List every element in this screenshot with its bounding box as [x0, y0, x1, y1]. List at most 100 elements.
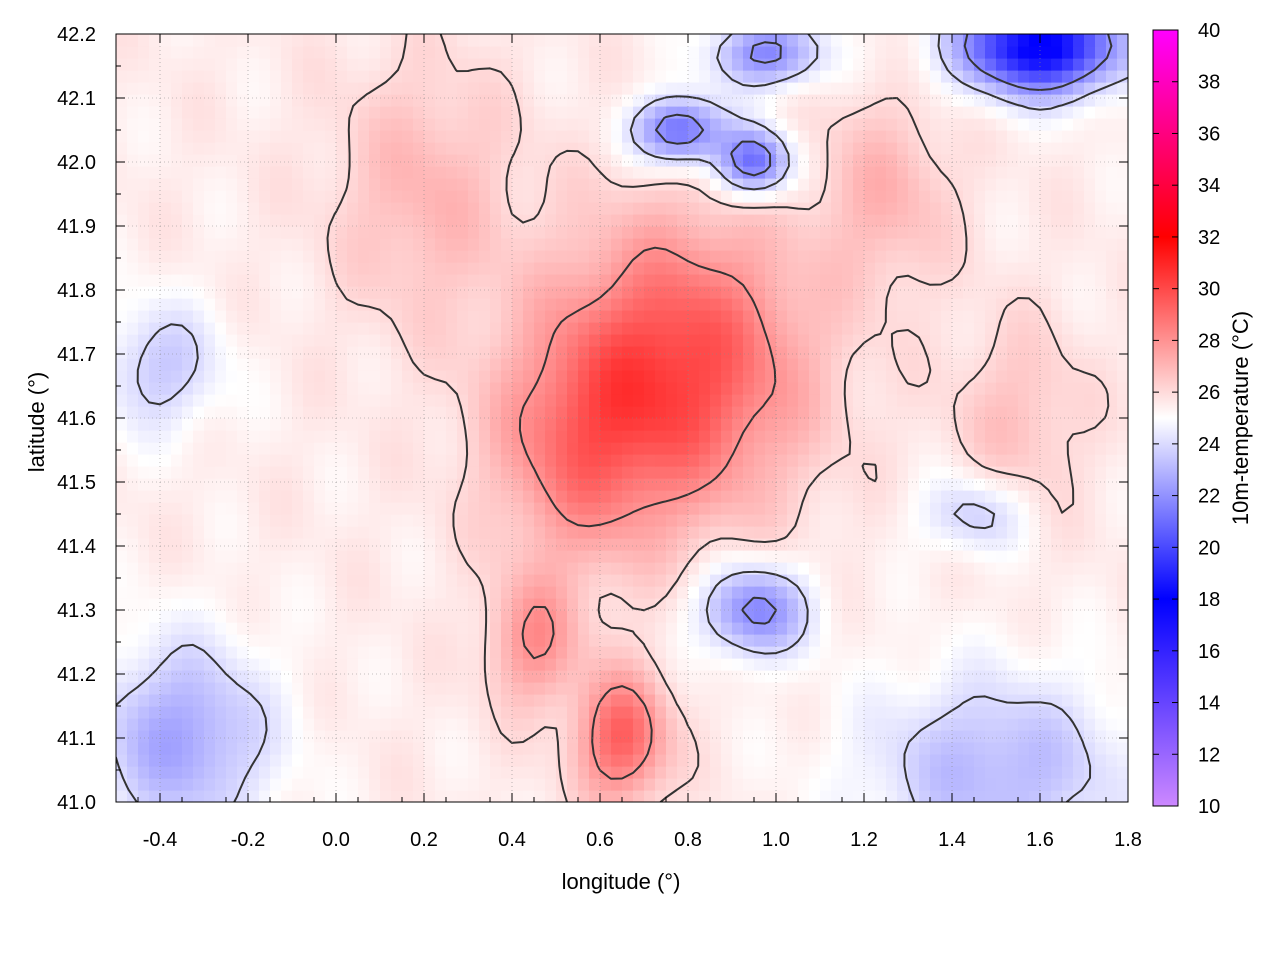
heatmap-cell: [347, 586, 359, 599]
heatmap-cell: [864, 670, 876, 683]
heatmap-cell: [633, 574, 645, 587]
heatmap-cell: [985, 262, 997, 275]
heatmap-cell: [215, 706, 227, 719]
heatmap-cell: [831, 694, 843, 707]
heatmap-cell: [149, 382, 161, 395]
heatmap-cell: [919, 166, 931, 179]
heatmap-cell: [831, 286, 843, 299]
heatmap-cell: [193, 622, 205, 635]
heatmap-cell: [743, 562, 755, 575]
heatmap-cell: [556, 310, 568, 323]
heatmap-cell: [545, 418, 557, 431]
heatmap-cell: [787, 562, 799, 575]
heatmap-cell: [237, 658, 249, 671]
heatmap-cell: [831, 634, 843, 647]
heatmap-cell: [622, 202, 634, 215]
heatmap-cell: [633, 538, 645, 551]
heatmap-cell: [204, 490, 216, 503]
heatmap-cell: [336, 562, 348, 575]
heatmap-cell: [787, 262, 799, 275]
heatmap-cell: [908, 202, 920, 215]
heatmap-cell: [556, 754, 568, 767]
heatmap-cell: [908, 598, 920, 611]
heatmap-cell: [358, 490, 370, 503]
heatmap-cell: [281, 394, 293, 407]
heatmap-cell: [600, 346, 612, 359]
heatmap-cell: [677, 406, 689, 419]
heatmap-cell: [1084, 562, 1096, 575]
heatmap-cell: [1106, 406, 1118, 419]
heatmap-cell: [567, 394, 579, 407]
heatmap-cell: [974, 370, 986, 383]
heatmap-cell: [633, 586, 645, 599]
heatmap-cell: [204, 262, 216, 275]
heatmap-cell: [1073, 610, 1085, 623]
heatmap-cell: [1106, 754, 1118, 767]
heatmap-cell: [292, 214, 304, 227]
heatmap-cell: [974, 730, 986, 743]
heatmap-cell: [633, 298, 645, 311]
heatmap-cell: [633, 718, 645, 731]
heatmap-cell: [787, 190, 799, 203]
heatmap-cell: [138, 622, 150, 635]
heatmap-cell: [358, 466, 370, 479]
heatmap-cell: [765, 622, 777, 635]
heatmap-cell: [930, 286, 942, 299]
heatmap-cell: [1095, 622, 1107, 635]
heatmap-cell: [1106, 310, 1118, 323]
heatmap-cell: [534, 322, 546, 335]
heatmap-cell: [1007, 178, 1019, 191]
heatmap-cell: [743, 682, 755, 695]
heatmap-cell: [611, 490, 623, 503]
heatmap-cell: [1018, 490, 1030, 503]
heatmap-cell: [501, 682, 513, 695]
heatmap-cell: [886, 406, 898, 419]
heatmap-cell: [259, 298, 271, 311]
heatmap-cell: [633, 658, 645, 671]
heatmap-cell: [600, 190, 612, 203]
heatmap-cell: [193, 274, 205, 287]
heatmap-cell: [974, 574, 986, 587]
heatmap-cell: [149, 406, 161, 419]
heatmap-cell: [259, 454, 271, 467]
heatmap-cell: [930, 346, 942, 359]
heatmap-cell: [1040, 790, 1052, 802]
heatmap-cell: [996, 682, 1008, 695]
heatmap-cell: [424, 778, 436, 791]
heatmap-cell: [391, 370, 403, 383]
heatmap-cell: [996, 634, 1008, 647]
heatmap-cell: [974, 742, 986, 755]
heatmap-cell: [886, 322, 898, 335]
heatmap-cell: [974, 478, 986, 491]
heatmap-cell: [237, 406, 249, 419]
heatmap-cell: [677, 478, 689, 491]
heatmap-cell: [798, 646, 810, 659]
heatmap-cell: [391, 730, 403, 743]
heatmap-cell: [567, 586, 579, 599]
heatmap-cell: [259, 406, 271, 419]
heatmap-cell: [842, 226, 854, 239]
heatmap-cell: [512, 370, 524, 383]
heatmap-cell: [930, 358, 942, 371]
heatmap-cell: [413, 250, 425, 263]
heatmap-cell: [545, 730, 557, 743]
heatmap-cell: [347, 466, 359, 479]
heatmap-cell: [413, 694, 425, 707]
heatmap-cell: [435, 142, 447, 155]
heatmap-cell: [809, 526, 821, 539]
heatmap-cell: [534, 550, 546, 563]
heatmap-cell: [369, 214, 381, 227]
heatmap-cell: [369, 202, 381, 215]
heatmap-cell: [842, 598, 854, 611]
heatmap-cell: [732, 622, 744, 635]
heatmap-cell: [512, 322, 524, 335]
heatmap-cell: [941, 742, 953, 755]
heatmap-cell: [798, 190, 810, 203]
heatmap-cell: [985, 550, 997, 563]
heatmap-cell: [908, 610, 920, 623]
heatmap-cell: [369, 634, 381, 647]
heatmap-cell: [1084, 286, 1096, 299]
heatmap-cell: [578, 502, 590, 515]
heatmap-cell: [424, 394, 436, 407]
heatmap-cell: [1062, 586, 1074, 599]
